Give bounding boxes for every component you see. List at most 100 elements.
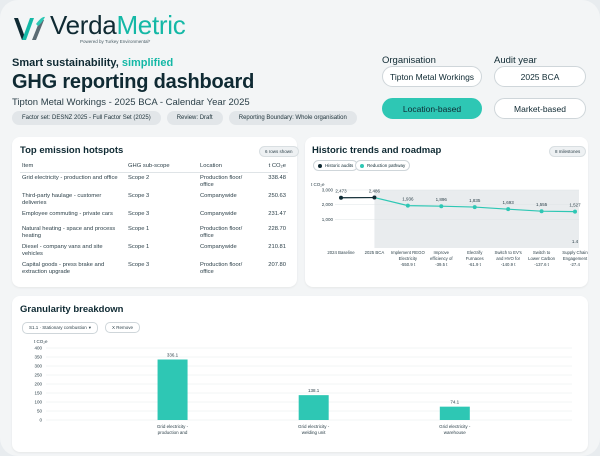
cell-location: Production floor/ office bbox=[200, 174, 243, 188]
table-row[interactable]: Capital goods - press brake and extracti… bbox=[20, 260, 288, 278]
x-tick-label: Lower Carbon bbox=[528, 256, 556, 261]
x-tick-label: -140.9 t bbox=[501, 262, 516, 267]
page-title: GHG reporting dashboard bbox=[12, 71, 255, 93]
cell-location: Companywide bbox=[200, 192, 237, 199]
tagline: Smart sustainability, simplified bbox=[12, 57, 173, 69]
review-chip: Review: Draft bbox=[166, 111, 223, 125]
legend-reduction-label: Reduction pathway bbox=[367, 163, 406, 168]
hotspots-rows-badge: 6 rows shown bbox=[259, 146, 299, 157]
table-row[interactable]: Grid electricity - production and office… bbox=[20, 172, 288, 191]
hotspots-table: Item GHG sub-scope Location t CO₂e Grid … bbox=[20, 160, 288, 278]
table-row[interactable]: Third-party haulage - customer deliverie… bbox=[20, 191, 288, 209]
x-tick-label: -137.6 t bbox=[534, 262, 549, 267]
cell-location: Production floor/ office bbox=[200, 261, 243, 275]
location-based-toggle[interactable]: Location-based bbox=[382, 98, 482, 119]
cell-subscope: Scope 3 bbox=[128, 210, 150, 217]
brand-name: VerdaMetric bbox=[50, 10, 186, 40]
y-tick-label: 350 bbox=[34, 355, 42, 360]
legend-historic[interactable]: Historic audits bbox=[313, 160, 359, 171]
cell-location: Companywide bbox=[200, 243, 237, 250]
end-value-label: 1.4 bbox=[572, 239, 579, 244]
historic-point bbox=[339, 195, 343, 200]
tagline-highlight: simplified bbox=[121, 57, 174, 69]
reduction-data-label: 1,527 bbox=[569, 203, 581, 208]
remove-filter-button[interactable]: X Remove bbox=[105, 322, 141, 333]
brand-name-a: Verda bbox=[50, 10, 117, 40]
granularity-bar-chart: t CO₂e 0 50 100 150 200 250 300 350 400 336.1 Grid … bbox=[34, 339, 572, 435]
cell-tco2e: 207.80 bbox=[268, 261, 286, 268]
table-row[interactable]: Natural heating - space and process heat… bbox=[20, 224, 288, 242]
cell-tco2e: 228.70 bbox=[268, 225, 286, 232]
table-row[interactable]: Diesel - company vans and site vehicles … bbox=[20, 242, 288, 260]
y-tick-label: 100 bbox=[34, 400, 42, 405]
brand-name-b: Metric bbox=[116, 10, 186, 40]
y-tick-label: 200 bbox=[34, 382, 42, 387]
cell-tco2e: 231.47 bbox=[268, 210, 286, 217]
cell-item: Third-party haulage - customer deliverie… bbox=[22, 192, 102, 206]
reduction-point bbox=[573, 209, 577, 214]
x-tick-label: Furnaces bbox=[466, 256, 484, 261]
x-tick-label: Electrify bbox=[467, 250, 483, 255]
subscope-filter-select[interactable]: S1.1 · Stationary combustion ▾ bbox=[22, 322, 98, 334]
brand-logo[interactable]: VerdaMetric Powered by Turkey Environmen… bbox=[12, 10, 186, 44]
cell-item: Employee commuting - private cars bbox=[22, 210, 113, 217]
x-tick-label: Grid electricity - bbox=[157, 424, 189, 429]
col-location: Location bbox=[198, 160, 256, 173]
market-based-toggle[interactable]: Market-based bbox=[494, 98, 586, 119]
chevron-down-icon: ▾ bbox=[88, 325, 91, 330]
table-header-row: Item GHG sub-scope Location t CO₂e bbox=[20, 160, 288, 173]
x-tick-label: welding unit bbox=[302, 430, 327, 435]
x-tick-label: 2024 Baseline bbox=[327, 250, 355, 255]
bar bbox=[439, 406, 470, 420]
cell-subscope: Scope 3 bbox=[128, 192, 150, 199]
info-chips: Factor set: DESNZ 2025 - Full Factor Set… bbox=[12, 111, 357, 125]
x-tick-label: 2025 BCA bbox=[365, 250, 385, 255]
y-tick-label: 2,000 bbox=[322, 202, 334, 207]
bar bbox=[298, 395, 329, 420]
historic-data-label: 2,486 bbox=[369, 189, 381, 194]
reduction-dot-icon bbox=[360, 163, 364, 168]
cell-location: Companywide bbox=[200, 210, 237, 217]
cell-item: Grid electricity - production and office bbox=[22, 174, 118, 181]
reduction-point bbox=[472, 205, 477, 210]
col-item: Item bbox=[20, 160, 126, 173]
cell-item: Diesel - company vans and site vehicles bbox=[22, 243, 103, 257]
y-tick-label: 150 bbox=[34, 391, 42, 396]
y-axis-label: t CO₂e bbox=[34, 339, 48, 344]
boundary-chip: Reporting Boundary: Whole organisation bbox=[228, 111, 357, 125]
x-tick-label: and HVO for bbox=[496, 256, 520, 261]
historic-data-label: 2,473 bbox=[335, 189, 347, 194]
y-tick-label: 3,000 bbox=[322, 188, 334, 193]
cell-tco2e: 250.63 bbox=[268, 192, 286, 199]
x-tick-label: -27.4 bbox=[570, 262, 580, 267]
x-tick-label: Switch to bbox=[533, 250, 551, 255]
reduction-data-label: 1,693 bbox=[503, 200, 515, 205]
tagline-text: Smart sustainability, bbox=[12, 57, 122, 69]
filter-label: S1.1 · Stationary combustion bbox=[29, 325, 87, 330]
x-tick-label: Electricity bbox=[399, 256, 418, 261]
cell-subscope: Scope 1 bbox=[128, 225, 150, 232]
table-row[interactable]: Employee commuting - private cars Scope … bbox=[20, 209, 288, 224]
y-tick-label: 0 bbox=[39, 418, 42, 423]
x-tick-label: production and bbox=[158, 430, 188, 435]
audit-year-select[interactable]: 2025 BCA bbox=[494, 66, 586, 87]
trend-chart: t CO₂e 1,000 2,000 3,000 1,936 1,896 1,835 1,69… bbox=[311, 182, 588, 267]
legend-reduction[interactable]: Reduction pathway bbox=[355, 160, 411, 171]
reduction-data-label: 1,936 bbox=[402, 197, 414, 202]
cell-tco2e: 210.81 bbox=[268, 243, 286, 250]
bar-value-label: 138.1 bbox=[308, 388, 320, 393]
y-tick-label: 250 bbox=[34, 373, 42, 378]
bar-value-label: 74.1 bbox=[450, 400, 459, 405]
organisation-select[interactable]: Tipton Metal Workings bbox=[382, 66, 482, 87]
reduction-data-label: 1,555 bbox=[536, 202, 548, 207]
historic-point bbox=[372, 195, 377, 200]
factor-set-chip: Factor set: DESNZ 2025 - Full Factor Set… bbox=[12, 111, 161, 125]
trends-milestones-badge: 8 milestones bbox=[549, 146, 587, 157]
bar-value-label: 336.1 bbox=[167, 353, 179, 358]
cell-item: Capital goods - press brake and extracti… bbox=[22, 261, 105, 275]
historic-dot-icon bbox=[318, 163, 322, 168]
x-tick-label: -61.9 t bbox=[469, 262, 482, 267]
y-tick-label: 300 bbox=[34, 364, 42, 369]
y-tick-label: 1,000 bbox=[322, 217, 334, 222]
